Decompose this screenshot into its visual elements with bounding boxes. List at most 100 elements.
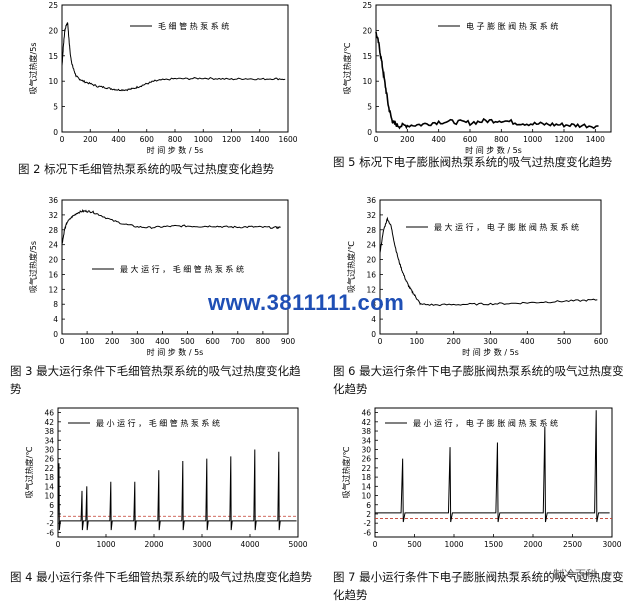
y-tick-label: 2 (366, 510, 371, 519)
chart-fig6 (379, 199, 602, 335)
x-tick-label: 700 (231, 337, 246, 346)
y-tick-label: 14 (44, 482, 54, 491)
y-tick-label: 30 (44, 445, 54, 454)
y-tick-label: 42 (44, 418, 54, 427)
y-tick-label: 8 (53, 300, 58, 309)
plot-frame-fig4 (57, 407, 299, 538)
x-tick-label: 100 (410, 337, 425, 346)
y-tick-label: 42 (361, 418, 371, 427)
caption-fig4: 图 4 最小运行条件下毛细管热泵系统的吸气过热度变化趋势 (10, 570, 313, 584)
series-line-fig2 (61, 21, 286, 92)
y-tick-label: 34 (361, 436, 371, 445)
x-tick-label: 4000 (240, 540, 259, 549)
legend-label: 电 子 膨 胀 阀 热 泵 系 统 (466, 21, 558, 31)
y-tick-label: 10 (362, 77, 372, 86)
y-tick-label: 10 (44, 492, 54, 501)
series-line-fig4 (57, 449, 297, 531)
x-tick-label: 1400 (250, 135, 269, 144)
y-tick-label: 26 (361, 455, 371, 464)
x-tick-label: 0 (373, 540, 378, 549)
x-tick-label: 0 (56, 540, 61, 549)
y-tick-label: 6 (49, 501, 54, 510)
y-tick-label: 6 (366, 501, 371, 510)
x-tick-label: 600 (140, 135, 155, 144)
watermark-url: www.3811111.com (208, 290, 405, 315)
y-tick-label: 14 (361, 482, 371, 491)
y-tick-label: 32 (48, 211, 58, 220)
y-tick-label: 25 (362, 1, 372, 10)
y-tick-label: 22 (361, 464, 371, 473)
y-tick-label: 26 (44, 455, 54, 464)
chart-fig5 (375, 4, 612, 133)
y-tick-label: 24 (366, 241, 376, 250)
plot-frame-fig5 (375, 4, 612, 133)
plot-frame-fig6 (379, 199, 602, 335)
legend-label: 最 大 运 行 ， 毛 细 管 热 泵 系 统 (120, 264, 244, 274)
x-tick-label: 600 (463, 135, 478, 144)
x-tick-label: 3000 (192, 540, 211, 549)
y-tick-label: 16 (366, 270, 376, 279)
x-axis-label: 时 间 步 数 / 5s (462, 347, 519, 357)
watermark-corner: 制冷百科 (553, 568, 597, 581)
y-axis-label: 吸气过热度/5s (28, 241, 38, 293)
x-tick-label: 400 (155, 337, 170, 346)
x-tick-label: 800 (168, 135, 183, 144)
caption-fig7: 图 7 最小运行条件下电子膨胀阀热泵系统的吸气过热度变化趋势 (333, 570, 624, 602)
x-axis-label: 时 间 步 数 / 5s (147, 347, 204, 357)
chart-fig7 (374, 407, 613, 538)
x-tick-label: 400 (432, 135, 447, 144)
y-axis-label: 吸气过热度/℃ (346, 241, 356, 293)
y-tick-label: 24 (48, 241, 58, 250)
y-tick-label: 0 (53, 330, 58, 339)
y-tick-label: 0 (53, 128, 58, 137)
y-tick-label: 20 (366, 256, 376, 265)
series-line-fig7 (375, 410, 610, 523)
y-tick-label: 46 (44, 409, 54, 418)
chart-fig4 (57, 407, 299, 538)
y-tick-label: 20 (362, 26, 372, 35)
y-tick-label: -2 (47, 519, 55, 528)
y-tick-label: 10 (361, 492, 371, 501)
y-tick-label: -6 (364, 528, 372, 537)
x-tick-label: 200 (400, 135, 415, 144)
legend-label: 最 小 运 行 ， 毛 细 管 热 泵 系 统 (96, 418, 220, 428)
legend-label: 最 小 运 行 ， 电 子 膨 胀 阀 热 泵 系 统 (413, 418, 558, 428)
y-tick-label: 30 (361, 445, 371, 454)
x-axis-label: 时 间 步 数 / 5s (147, 145, 204, 155)
y-tick-label: 46 (361, 409, 371, 418)
x-tick-label: 1500 (484, 540, 503, 549)
x-tick-label: 1600 (278, 135, 297, 144)
x-tick-label: 2000 (523, 540, 542, 549)
y-tick-label: 0 (367, 128, 372, 137)
series-line-fig5 (375, 31, 599, 130)
y-tick-label: 28 (48, 226, 58, 235)
y-tick-label: -2 (364, 519, 372, 528)
y-tick-label: 4 (371, 315, 376, 324)
x-tick-label: 1200 (554, 135, 573, 144)
y-tick-label: 38 (361, 427, 371, 436)
series-line-fig3 (61, 209, 281, 245)
x-tick-label: 1000 (444, 540, 463, 549)
x-tick-label: 400 (111, 135, 126, 144)
y-tick-label: 2 (49, 510, 54, 519)
y-tick-label: 0 (371, 330, 376, 339)
y-tick-label: -6 (47, 528, 55, 537)
y-tick-label: 8 (371, 300, 376, 309)
caption-fig2: 图 2 标况下毛细管热泵系统的吸气过热度变化趋势 (18, 162, 275, 176)
y-tick-label: 36 (48, 196, 58, 205)
plot-frame-fig3 (61, 199, 289, 335)
x-tick-label: 800 (256, 337, 271, 346)
x-tick-label: 200 (105, 337, 120, 346)
x-tick-label: 200 (447, 337, 462, 346)
x-tick-label: 800 (494, 135, 509, 144)
y-tick-label: 36 (366, 196, 376, 205)
x-tick-label: 100 (80, 337, 95, 346)
y-tick-label: 38 (44, 427, 54, 436)
y-tick-label: 18 (44, 473, 54, 482)
y-tick-label: 12 (48, 285, 58, 294)
x-tick-label: 0 (60, 337, 65, 346)
x-tick-label: 500 (180, 337, 195, 346)
x-tick-label: 1000 (523, 135, 542, 144)
x-tick-label: 500 (557, 337, 572, 346)
